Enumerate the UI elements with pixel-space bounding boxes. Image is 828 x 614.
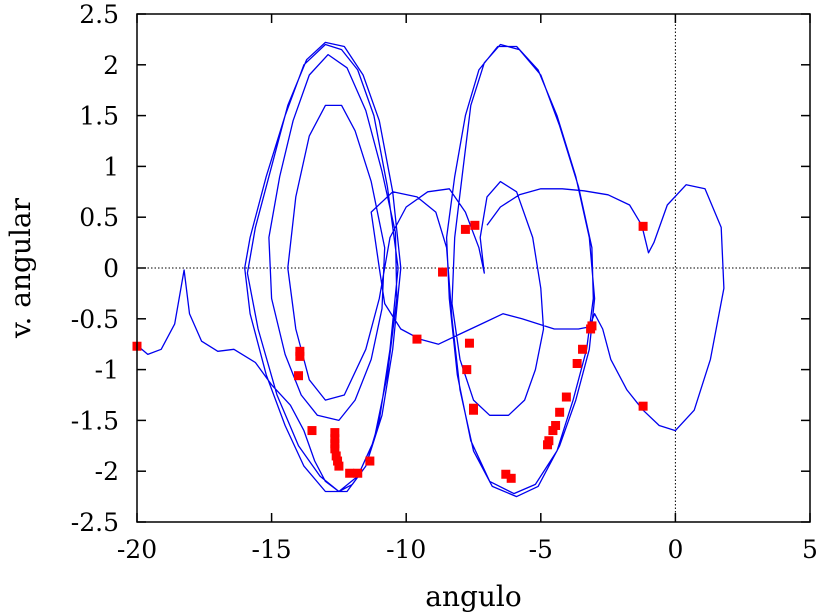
y-axis-title: v. angular <box>4 197 37 339</box>
y-tick-label: 0.5 <box>79 203 119 232</box>
marker-point <box>307 426 317 436</box>
marker-point <box>438 267 448 277</box>
marker-point <box>464 338 474 348</box>
trajectory-layer <box>136 41 725 498</box>
y-tick-label: -2 <box>95 457 119 486</box>
x-tick-label: -10 <box>386 535 426 564</box>
marker-point <box>470 220 480 230</box>
x-axis-title: angulo <box>425 580 522 613</box>
marker-point <box>353 468 363 478</box>
marker-point <box>330 428 340 438</box>
y-tick-label: -0.5 <box>71 305 119 334</box>
marker-point <box>469 405 478 415</box>
plot-frame <box>136 13 811 523</box>
marker-point <box>295 346 305 356</box>
marker-point <box>345 468 355 478</box>
marker-point <box>365 456 375 466</box>
marker-point <box>587 321 597 331</box>
x-tick-labels: -20 -15 -10 -5 0 5 <box>117 535 818 564</box>
y-tick-label: -2.5 <box>71 508 119 537</box>
marker-point <box>334 461 344 471</box>
x-tick-label: 0 <box>667 535 683 564</box>
zero-reference-lines <box>137 14 810 522</box>
x-tick-label: -20 <box>117 535 157 564</box>
y-tick-label: 2.5 <box>79 0 119 29</box>
marker-point <box>548 426 558 436</box>
marker-point <box>638 221 648 231</box>
marker-layer <box>132 220 648 483</box>
trajectory-line <box>136 41 725 498</box>
marker-point <box>501 469 511 479</box>
marker-point <box>330 439 340 449</box>
marker-point <box>412 334 422 344</box>
marker-point <box>544 436 554 446</box>
y-tick-label: 1.5 <box>79 102 119 131</box>
marker-point <box>561 392 571 402</box>
marker-point <box>572 359 582 369</box>
marker-point <box>460 224 470 234</box>
x-tick-label: -15 <box>251 535 291 564</box>
x-tick-label: 5 <box>802 535 818 564</box>
marker-point <box>555 407 565 417</box>
x-tick-label: -5 <box>529 535 553 564</box>
y-tick-label: 1 <box>103 152 119 181</box>
marker-point <box>506 473 516 483</box>
marker-point <box>462 365 472 375</box>
marker-point <box>330 444 340 454</box>
marker-point <box>333 456 343 466</box>
marker-point <box>578 344 588 354</box>
y-tick-label: -1.5 <box>71 406 119 435</box>
marker-point <box>551 420 561 430</box>
marker-point <box>295 351 305 361</box>
marker-point <box>638 401 648 411</box>
marker-point <box>331 451 341 461</box>
y-tick-label: -1 <box>95 356 119 385</box>
y-tick-labels: -2.5 -2 -1.5 -1 -0.5 0 0.5 1 1.5 2 2.5 <box>71 0 119 537</box>
y-tick-label: 2 <box>103 51 119 80</box>
marker-point <box>330 434 340 444</box>
marker-point <box>294 371 304 381</box>
y-tick-label: 0 <box>103 254 119 283</box>
